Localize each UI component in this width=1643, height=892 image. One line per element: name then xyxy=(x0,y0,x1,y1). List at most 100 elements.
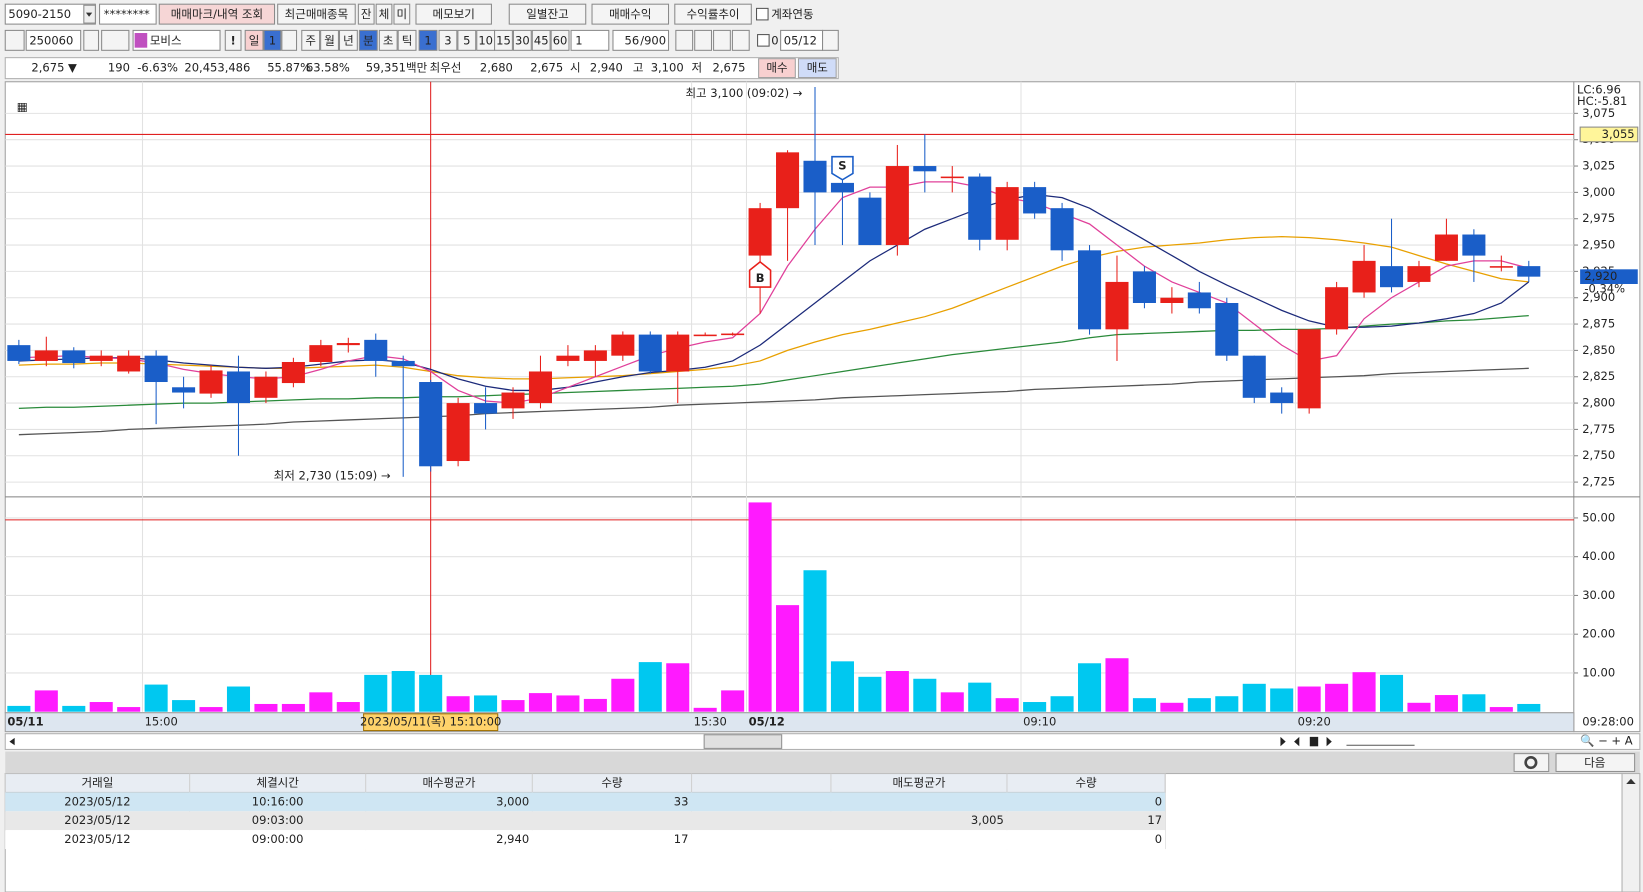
quote-ratio1: 55.87% xyxy=(267,61,311,75)
candle-body xyxy=(528,371,552,404)
count: 56 xyxy=(625,33,640,47)
candle-body xyxy=(199,370,223,394)
toolbar-button-label[interactable]: 메모보기 xyxy=(433,7,475,21)
toolbar-button[interactable] xyxy=(158,3,276,25)
interval-button[interactable] xyxy=(418,29,438,51)
quote-bid: 2,675 xyxy=(530,61,563,75)
interval-button[interactable] xyxy=(438,29,458,51)
next-button[interactable] xyxy=(1555,753,1636,772)
toolbar-button[interactable] xyxy=(591,3,670,25)
grid-icon[interactable]: ▦ xyxy=(17,99,28,113)
tool-icon[interactable] xyxy=(675,29,694,51)
interval-button[interactable] xyxy=(494,29,513,51)
zoom-icons[interactable]: 🔍 − + A xyxy=(1580,733,1633,748)
candle-body xyxy=(501,392,525,409)
period-button[interactable] xyxy=(244,29,264,51)
stop-icon[interactable] xyxy=(1309,736,1319,747)
calendar-button[interactable] xyxy=(822,29,839,51)
settings-button[interactable] xyxy=(1513,753,1550,772)
period-button[interactable] xyxy=(301,29,321,51)
candle-body xyxy=(995,187,1019,240)
scrollbar[interactable] xyxy=(4,733,1641,750)
checkbox[interactable] xyxy=(757,34,770,47)
tool-icon[interactable] xyxy=(694,29,713,51)
checkbox[interactable] xyxy=(756,7,769,21)
interval-label: 5 xyxy=(463,33,470,47)
toolbar-button-label[interactable]: 매매수익 xyxy=(609,7,651,21)
low-annotation: 최저 2,730 (15:09) → xyxy=(274,468,391,482)
toolbar-button[interactable] xyxy=(415,3,492,25)
interval-label: 10 xyxy=(478,33,493,47)
period-button[interactable] xyxy=(397,29,417,51)
period-button[interactable] xyxy=(338,29,358,51)
period-label: 분 xyxy=(363,33,374,47)
toolbar-button-label[interactable]: 수익률추이 xyxy=(687,7,740,21)
interval-button[interactable] xyxy=(550,29,570,51)
stock-icon xyxy=(134,33,148,48)
warn-button[interactable] xyxy=(224,29,242,51)
quote-bar xyxy=(4,57,839,80)
toolbar-button-label[interactable]: 잔 xyxy=(361,7,372,21)
y-tick-label: 2,950 xyxy=(1582,238,1615,252)
table-row[interactable] xyxy=(5,811,1166,831)
volume-bar xyxy=(364,674,388,712)
period-button[interactable] xyxy=(358,29,378,51)
dropdown[interactable] xyxy=(281,29,298,51)
toolbar-button-label[interactable]: 미 xyxy=(397,7,408,21)
y-tick-label: 3,000 xyxy=(1582,185,1615,199)
candle-body xyxy=(748,208,772,256)
quote-volume: 20,453,486 xyxy=(184,61,250,75)
tool-icon[interactable] xyxy=(713,29,731,51)
y-tick-label: 2,800 xyxy=(1582,396,1615,410)
toolbar-button[interactable] xyxy=(375,3,393,25)
toolbar-button[interactable] xyxy=(674,3,752,25)
multiplier-input[interactable] xyxy=(570,29,610,51)
period-button[interactable] xyxy=(320,29,339,51)
interval-button[interactable] xyxy=(457,29,477,51)
toolbar-button[interactable] xyxy=(357,3,375,25)
toolbar-button-label[interactable]: 매매마크/내역 조회 xyxy=(171,7,263,21)
sell-button[interactable] xyxy=(797,58,837,79)
price-marker-label: 3,055 xyxy=(1602,127,1635,141)
toolbar-button-label[interactable]: 일별잔고 xyxy=(526,7,568,21)
y-tick-label: 3,075 xyxy=(1582,106,1615,120)
period-button[interactable] xyxy=(378,29,398,51)
nav-arrows[interactable] xyxy=(1280,736,1332,747)
sound-button[interactable] xyxy=(101,29,130,51)
code-input[interactable] xyxy=(25,29,82,51)
toolbar-button[interactable] xyxy=(393,3,411,25)
period-button[interactable] xyxy=(263,29,282,51)
scroll-up[interactable] xyxy=(1626,778,1636,785)
table-row[interactable] xyxy=(5,792,1166,812)
toolbar-button[interactable] xyxy=(277,3,356,25)
interval-button[interactable] xyxy=(531,29,551,51)
period-label: 주 xyxy=(305,33,316,47)
tool-icon[interactable] xyxy=(731,29,750,51)
candle-body xyxy=(1215,302,1239,356)
next-label[interactable]: 다음 xyxy=(1584,756,1605,770)
menu-icon[interactable] xyxy=(4,29,25,51)
table-row[interactable] xyxy=(5,830,1166,850)
table-cell: 17 xyxy=(674,832,689,846)
password-input[interactable] xyxy=(99,3,157,25)
scroll-thumb[interactable] xyxy=(703,734,783,749)
toolbar-button-label[interactable]: 체 xyxy=(379,7,390,21)
toolbar-button-label[interactable]: 최근매매종목 xyxy=(285,7,349,21)
table-header-cell: 매도평균가 xyxy=(892,775,945,789)
last-time: 09:28:00 xyxy=(1582,715,1634,729)
toolbar-button[interactable] xyxy=(508,3,587,25)
buy-button[interactable] xyxy=(758,58,796,79)
volume-bar xyxy=(1132,698,1156,712)
count-input[interactable] xyxy=(612,29,670,51)
x-tick-label: 05/11 xyxy=(7,715,43,729)
volume-bar xyxy=(803,570,827,712)
name-input[interactable] xyxy=(132,29,221,51)
table-scrollbar[interactable] xyxy=(1621,773,1641,892)
search-button[interactable] xyxy=(83,29,100,51)
interval-button[interactable] xyxy=(512,29,532,51)
table-toolbar xyxy=(5,751,1640,774)
moving-average xyxy=(18,193,1530,392)
scroll-left[interactable] xyxy=(9,737,15,746)
